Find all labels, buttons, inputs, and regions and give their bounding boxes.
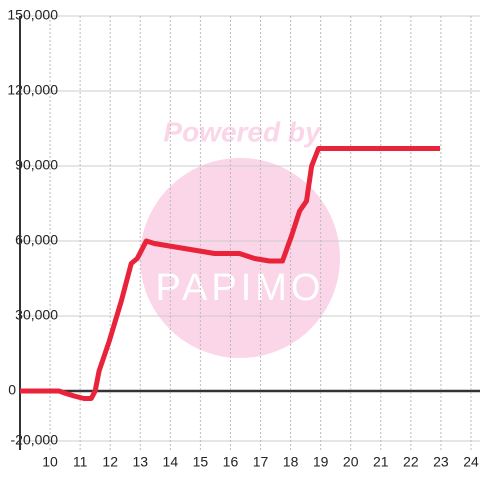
x-tick-label: 10 (42, 454, 58, 470)
x-tick-label: 23 (433, 454, 449, 470)
y-tick-label: 150,000 (7, 7, 58, 23)
y-tick-label: 90,000 (15, 157, 58, 173)
watermark-text: Powered by (163, 116, 322, 147)
x-tick-label: 24 (463, 454, 479, 470)
watermark-text: PAPIMO (156, 267, 325, 309)
y-tick-label: 120,000 (7, 82, 58, 98)
y-tick-label: 30,000 (15, 307, 58, 323)
x-tick-label: 18 (283, 454, 299, 470)
data-line (20, 146, 441, 401)
watermark-circle (140, 158, 340, 358)
y-tick-label: 0 (8, 382, 16, 398)
x-tick-label: 16 (223, 454, 239, 470)
y-tick-label: -20,000 (11, 432, 59, 448)
x-tick-label: 19 (313, 454, 329, 470)
y-tick-label: 60,000 (15, 232, 58, 248)
x-tick-label: 11 (73, 454, 88, 470)
x-tick-label: 12 (102, 454, 118, 470)
x-tick-label: 14 (163, 454, 179, 470)
x-tick-label: 17 (253, 454, 269, 470)
x-tick-label: 15 (193, 454, 209, 470)
x-tick-label: 22 (403, 454, 419, 470)
x-tick-label: 13 (132, 454, 148, 470)
x-tick-label: 21 (373, 454, 389, 470)
x-tick-label: 20 (343, 454, 359, 470)
